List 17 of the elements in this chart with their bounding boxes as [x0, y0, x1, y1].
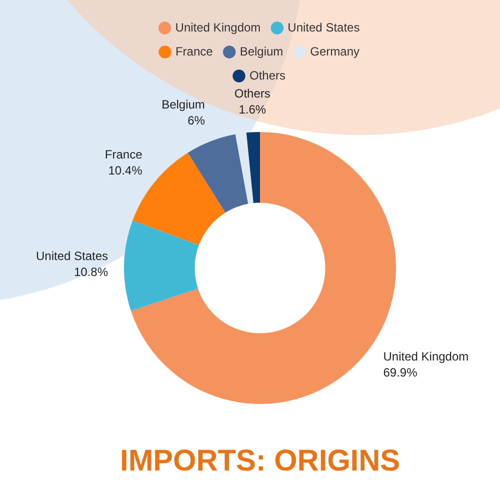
legend-label: Belgium — [240, 44, 284, 58]
slice-label: United States — [36, 249, 108, 264]
slice-label: France — [104, 147, 143, 162]
data-label: 10.4% — [108, 163, 143, 178]
legend-label: United States — [288, 20, 360, 34]
legend-label: United Kingdom — [175, 20, 261, 34]
legend-label: France — [175, 44, 214, 58]
data-label: 6% — [188, 114, 206, 128]
data-label: 10.8% — [74, 265, 108, 280]
data-label: 69.9% — [383, 365, 418, 380]
legend-label: Germany — [310, 44, 360, 58]
slice-label: Belgium — [162, 98, 205, 112]
legend-label: Others — [249, 68, 286, 82]
slice-label: United Kingdom — [383, 349, 469, 364]
data-label: 1.6% — [238, 102, 266, 117]
text: IMPORTS: ORIGINS — [120, 444, 400, 478]
slice-label: Others — [234, 86, 270, 101]
